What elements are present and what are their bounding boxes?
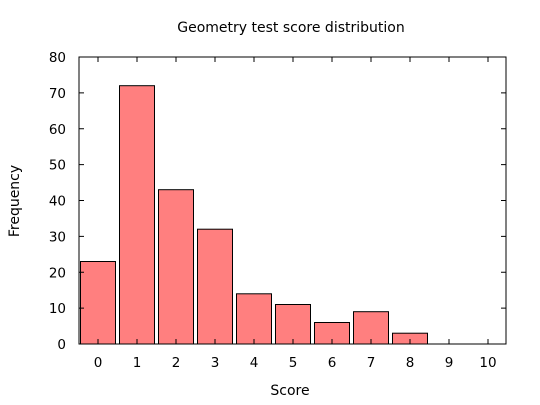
- chart-title: Geometry test score distribution: [177, 20, 404, 36]
- x-axis: 0 1 2 3 4 5 6 7 8 9 10: [94, 57, 497, 371]
- x-tick-label: 10: [479, 355, 496, 371]
- x-tick-label: 7: [367, 355, 376, 371]
- bar-0: [80, 261, 116, 345]
- x-tick-label: 4: [250, 355, 259, 371]
- y-axis-label: Frequency: [7, 165, 23, 237]
- x-tick-label: 2: [172, 355, 181, 371]
- bars-group: [80, 85, 428, 345]
- x-tick-label: 8: [406, 355, 415, 371]
- x-tick-label: 9: [445, 355, 454, 371]
- bar-5: [275, 304, 311, 345]
- y-tick-label: 20: [49, 265, 66, 281]
- y-tick-label: 80: [49, 50, 66, 66]
- y-axis: 0 10 20 30 40 50 60 70 80: [49, 50, 506, 353]
- x-axis-label: Score: [270, 383, 309, 399]
- y-tick-label: 0: [57, 337, 66, 353]
- x-tick-label: 6: [328, 355, 337, 371]
- bar-2: [158, 189, 194, 345]
- y-tick-label: 30: [49, 229, 66, 245]
- y-tick-label: 10: [49, 301, 66, 317]
- x-tick-label: 5: [289, 355, 298, 371]
- bar-3: [197, 228, 233, 345]
- bar-1: [119, 85, 155, 345]
- y-tick-label: 40: [49, 194, 66, 210]
- y-tick-label: 50: [49, 158, 66, 174]
- x-tick-label: 3: [211, 355, 220, 371]
- y-tick-label: 60: [49, 122, 66, 138]
- x-tick-label: 1: [133, 355, 142, 371]
- bar-4: [236, 293, 272, 345]
- y-tick-label: 70: [49, 86, 66, 102]
- x-tick-label: 0: [94, 355, 103, 371]
- bar-7: [353, 311, 389, 345]
